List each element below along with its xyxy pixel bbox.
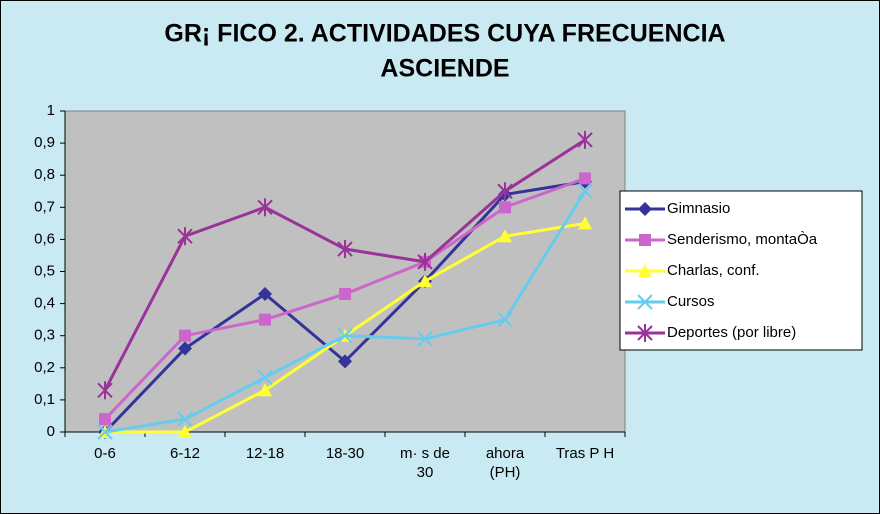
y-tick-label: 0,1 bbox=[34, 391, 55, 408]
x-tick-label: 12-18 bbox=[245, 445, 285, 462]
marker bbox=[637, 324, 653, 342]
marker-stroke bbox=[637, 294, 653, 310]
marker bbox=[337, 327, 353, 344]
chart-title: ASCIENDE bbox=[380, 55, 509, 83]
y-tick-label: 0,8 bbox=[34, 166, 55, 183]
marker bbox=[577, 183, 593, 199]
marker-stroke bbox=[497, 311, 513, 328]
y-tick-label: 0 bbox=[47, 423, 55, 440]
marker bbox=[99, 413, 111, 426]
marker bbox=[257, 369, 273, 386]
legend-label: Charlas, conf. bbox=[667, 262, 760, 279]
y-tick-label: 0,3 bbox=[34, 327, 55, 344]
marker bbox=[177, 411, 193, 427]
marker bbox=[499, 201, 511, 214]
marker bbox=[339, 287, 351, 300]
marker bbox=[179, 329, 191, 342]
marker bbox=[579, 172, 591, 185]
legend-label: Senderismo, montaÒa bbox=[667, 231, 818, 248]
x-tick-label: m· s de 30 bbox=[399, 445, 450, 481]
y-tick-label: 0,9 bbox=[34, 134, 55, 151]
marker bbox=[97, 381, 113, 400]
marker bbox=[637, 294, 653, 310]
marker-stroke bbox=[257, 369, 273, 386]
marker bbox=[577, 130, 593, 149]
x-tick-label: Tras P H bbox=[555, 445, 615, 462]
y-tick-label: 1 bbox=[47, 102, 55, 119]
marker-stroke bbox=[337, 327, 353, 344]
marker bbox=[578, 216, 592, 230]
marker-stroke bbox=[177, 411, 193, 427]
marker bbox=[497, 182, 513, 201]
marker bbox=[639, 234, 651, 246]
x-tick-label: ahora (PH) bbox=[485, 445, 525, 481]
x-tick-label: 18-30 bbox=[325, 445, 365, 462]
y-tick-label: 0,7 bbox=[34, 198, 55, 215]
marker bbox=[497, 311, 513, 328]
marker bbox=[418, 274, 432, 288]
marker-stroke bbox=[97, 424, 113, 440]
marker bbox=[177, 227, 193, 246]
plot-area bbox=[64, 110, 626, 433]
marker bbox=[498, 229, 512, 243]
marker bbox=[178, 425, 192, 438]
y-tick-label: 0,5 bbox=[34, 262, 55, 279]
y-tick-label: 0,4 bbox=[34, 295, 55, 312]
y-tick-label: 0,6 bbox=[34, 230, 55, 247]
marker-stroke bbox=[577, 183, 593, 199]
marker bbox=[258, 383, 272, 397]
x-tick-label: 0-6 bbox=[94, 445, 116, 462]
marker-stroke bbox=[417, 331, 433, 347]
marker bbox=[417, 331, 433, 347]
legend-label: Gimnasio bbox=[667, 200, 730, 217]
marker bbox=[337, 240, 353, 259]
marker bbox=[259, 313, 271, 326]
marker bbox=[258, 286, 272, 301]
x-tick-label: 6-12 bbox=[169, 445, 201, 462]
legend-label: Deportes (por libre) bbox=[667, 324, 796, 341]
marker bbox=[178, 341, 192, 356]
marker bbox=[338, 354, 352, 369]
marker bbox=[638, 264, 652, 277]
marker bbox=[638, 202, 652, 216]
chart-title: GR¡ FICO 2. ACTIVIDADES CUYA FRECUENCIA bbox=[164, 20, 725, 48]
marker bbox=[417, 252, 433, 271]
marker bbox=[97, 424, 113, 440]
marker bbox=[257, 198, 273, 217]
y-tick-label: 0,2 bbox=[34, 359, 55, 376]
legend-label: Cursos bbox=[667, 293, 715, 310]
